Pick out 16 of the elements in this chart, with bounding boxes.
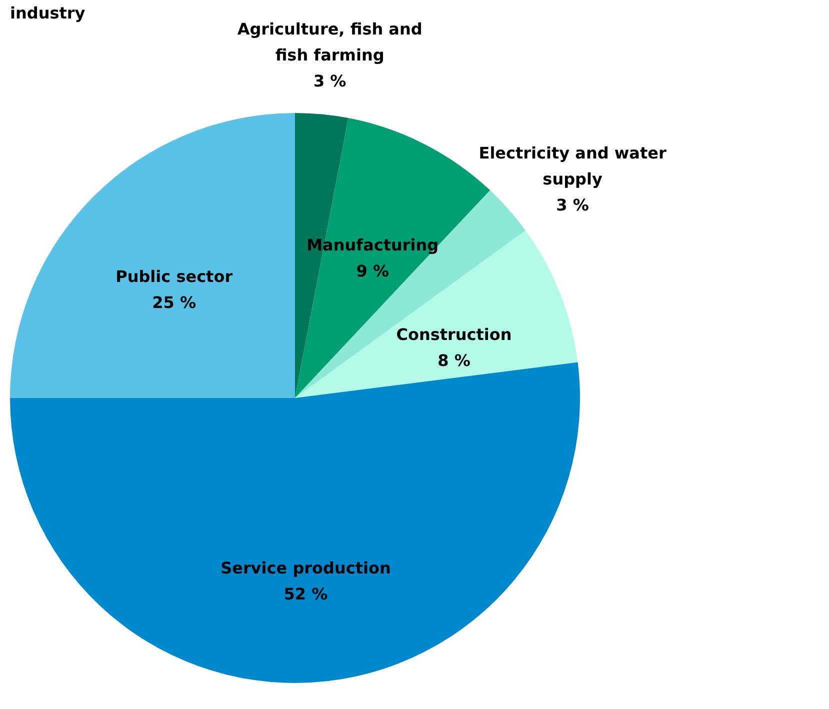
pie-slice [10,113,295,398]
data-label: 9 % [356,262,389,281]
data-label: 3 % [556,195,589,214]
slice-label: Public sector [116,267,233,286]
data-label: 3 % [313,72,346,91]
slice-label: Manufacturing [306,236,439,255]
slice-label: Construction [396,325,512,344]
pie-slice [295,190,526,398]
data-label: 8 % [438,351,470,370]
data-label: 52 % [284,584,328,604]
data-label: 25 % [152,293,196,312]
slice-label: Electricity and water supply [478,143,666,188]
chart-title: industry [10,4,86,23]
slice-label: Agriculture, fish and fish farming [237,20,422,65]
slice-label: Service production [220,558,391,578]
pie-slice [295,230,578,398]
